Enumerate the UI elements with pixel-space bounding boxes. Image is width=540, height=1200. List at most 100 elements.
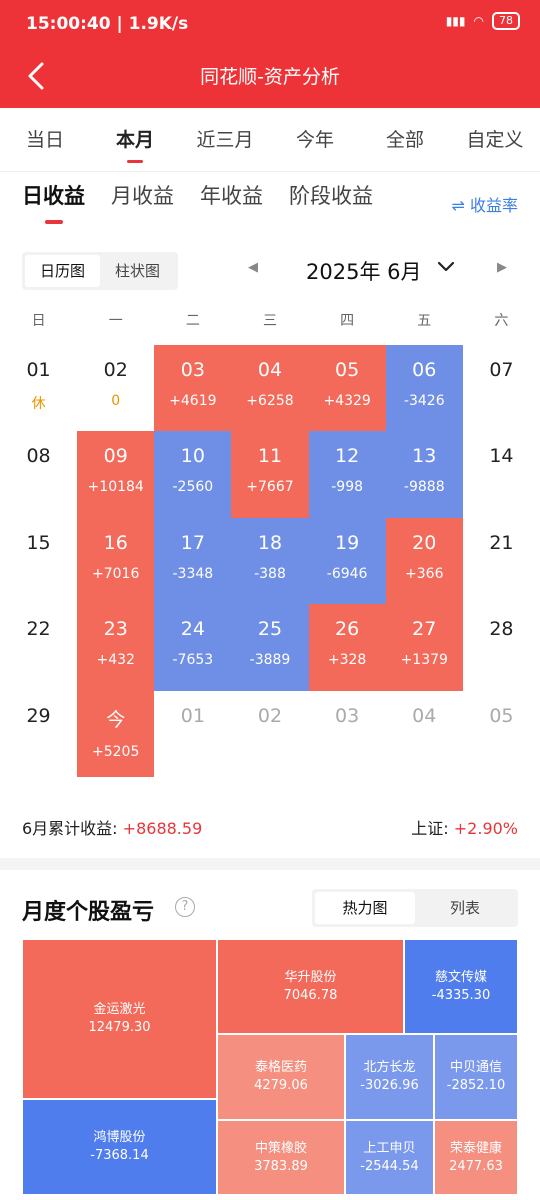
battery-icon: 78 bbox=[492, 12, 520, 30]
calendar-day[interactable]: 06 -3426 bbox=[385, 345, 463, 432]
day-number: 02 bbox=[257, 704, 283, 727]
calendar-day[interactable]: 13 -9888 bbox=[385, 431, 463, 518]
stock-profit: 12479.30 bbox=[88, 1020, 151, 1035]
calendar-grid: 01 休 02 0 03 +4619 04 +6258 05 +4329 06 -3426 07 08 09… bbox=[0, 345, 540, 777]
treemap-tile[interactable]: 华升股份 7046.78 bbox=[217, 939, 404, 1034]
treemap-tile[interactable]: 中策橡胶 3783.89 bbox=[217, 1120, 345, 1195]
calendar-day[interactable]: 02 0 bbox=[77, 345, 154, 431]
calendar-day[interactable]: 07 bbox=[463, 345, 540, 431]
calendar-day[interactable]: 26 +328 bbox=[308, 604, 386, 691]
treemap-tile[interactable]: 鸿博股份 -7368.14 bbox=[22, 1099, 217, 1195]
tab-custom[interactable]: 自定义 bbox=[466, 129, 524, 151]
status-bar-time: 15:00:40 | 1.9K/s bbox=[26, 14, 189, 34]
calendar-day[interactable]: 25 -3889 bbox=[231, 604, 309, 691]
calendar-day[interactable]: 04 bbox=[386, 691, 463, 777]
calendar-day[interactable]: 12 -998 bbox=[308, 431, 386, 518]
help-icon[interactable]: ? bbox=[175, 897, 195, 917]
day-profit: +328 bbox=[327, 652, 367, 669]
day-profit: -3348 bbox=[172, 565, 214, 582]
calendar-day[interactable]: 01 bbox=[154, 691, 231, 777]
calendar-day[interactable]: 22 bbox=[0, 604, 77, 690]
signal-icon: ▮▮▮ bbox=[445, 14, 466, 28]
calendar-day[interactable]: 29 bbox=[0, 691, 77, 777]
calendar-day[interactable]: 09 +10184 bbox=[77, 431, 155, 518]
day-number: 17 bbox=[180, 531, 205, 554]
calendar-day[interactable]: 01 休 bbox=[0, 345, 77, 431]
month-summary: 6月累计收益: +8688.59 上证: +2.90% bbox=[22, 815, 518, 839]
calendar-day[interactable]: 28 bbox=[463, 604, 540, 690]
month-total-label: 6月累计收益: bbox=[22, 819, 118, 838]
chevron-down-icon[interactable] bbox=[436, 257, 456, 277]
prev-month-icon[interactable]: ◀ bbox=[248, 260, 258, 275]
calendar-day[interactable]: 14 bbox=[463, 431, 540, 517]
calendar-day[interactable]: 03 bbox=[309, 691, 386, 777]
bar-view-option[interactable]: 柱状图 bbox=[114, 262, 160, 280]
day-number: 今 bbox=[106, 708, 126, 731]
calendar-day[interactable]: 10 -2560 bbox=[154, 431, 232, 518]
period-tabs: 当日 本月 近三月 今年 全部 自定义 bbox=[0, 108, 540, 172]
calendar-day[interactable]: 18 -388 bbox=[231, 517, 309, 605]
day-profit: 0 bbox=[111, 393, 121, 409]
tab-three-months[interactable]: 近三月 bbox=[196, 129, 254, 151]
heatmap-option[interactable]: 热力图 bbox=[315, 892, 415, 924]
treemap-tile[interactable]: 中贝通信 -2852.10 bbox=[434, 1034, 518, 1120]
calendar-day[interactable]: 04 +6258 bbox=[231, 345, 309, 432]
tab-this-month[interactable]: 本月 bbox=[90, 108, 180, 171]
calendar-day[interactable]: 05 +4329 bbox=[308, 345, 386, 432]
calendar-day[interactable]: 11 +7667 bbox=[231, 431, 309, 518]
treemap-tile[interactable]: 金运激光 12479.30 bbox=[22, 939, 217, 1099]
treemap-tile[interactable]: 荣泰健康 2477.63 bbox=[434, 1120, 518, 1195]
back-arrow-icon[interactable] bbox=[22, 58, 52, 94]
calendar-day[interactable]: 23 +432 bbox=[77, 604, 155, 691]
calendar-day[interactable]: 16 +7016 bbox=[77, 517, 155, 605]
treemap-tile[interactable]: 北方长龙 -3026.96 bbox=[345, 1034, 434, 1120]
tab-monthly-earnings[interactable]: 月收益 bbox=[111, 184, 174, 208]
heatmap-toggle: 热力图 列表 bbox=[312, 889, 518, 927]
calendar-day[interactable]: 27 +1379 bbox=[385, 604, 463, 691]
return-rate-button[interactable]: ⇌ 收益率 bbox=[451, 196, 519, 215]
day-profit: -9888 bbox=[403, 479, 445, 496]
day-number: 14 bbox=[489, 445, 514, 468]
stock-name: 华升股份 bbox=[284, 969, 337, 985]
day-profit: -388 bbox=[254, 565, 286, 582]
earnings-tabs: 日收益 月收益 年收益 阶段收益 bbox=[22, 180, 373, 224]
tab-this-year[interactable]: 今年 bbox=[295, 129, 334, 151]
day-number: 04 bbox=[257, 359, 283, 381]
calendar-day[interactable]: 03 +4619 bbox=[154, 345, 232, 432]
tab-today[interactable]: 当日 bbox=[25, 129, 64, 151]
calendar-day[interactable]: 今 +5205 bbox=[77, 690, 155, 777]
weekday-label: 五 bbox=[417, 313, 432, 329]
calendar-day[interactable]: 20 +366 bbox=[385, 517, 463, 605]
calendar-day[interactable]: 05 bbox=[463, 691, 540, 777]
calendar-day[interactable]: 17 -3348 bbox=[154, 517, 232, 605]
day-number: 29 bbox=[26, 704, 51, 727]
tab-yearly-earnings[interactable]: 年收益 bbox=[200, 184, 263, 208]
calendar-view-option[interactable]: 日历图 bbox=[25, 255, 100, 287]
day-number: 02 bbox=[103, 359, 128, 381]
stock-profit: 4279.06 bbox=[254, 1078, 308, 1093]
calendar-day[interactable]: 15 bbox=[0, 518, 77, 604]
day-number: 03 bbox=[180, 359, 205, 381]
next-month-icon[interactable]: ▶ bbox=[497, 260, 507, 275]
app-header: 15:00:40 | 1.9K/s ▮▮▮ ◠ 78 同花顺-资产分析 bbox=[0, 0, 540, 108]
day-profit: -3426 bbox=[403, 393, 445, 409]
list-option[interactable]: 列表 bbox=[449, 899, 480, 917]
day-number: 03 bbox=[335, 704, 360, 727]
calendar-day[interactable]: 21 bbox=[463, 518, 540, 604]
day-number: 24 bbox=[180, 618, 205, 641]
tab-daily-earnings[interactable]: 日收益 bbox=[22, 180, 85, 224]
month-total-value: +8688.59 bbox=[122, 819, 203, 838]
calendar-day[interactable]: 08 bbox=[0, 431, 77, 517]
day-profit: +10184 bbox=[87, 479, 144, 496]
tab-all[interactable]: 全部 bbox=[385, 129, 424, 151]
calendar-day[interactable]: 19 -6946 bbox=[308, 517, 386, 605]
calendar-day[interactable]: 02 bbox=[231, 691, 308, 777]
treemap-tile[interactable]: 慈文传媒 -4335.30 bbox=[404, 939, 518, 1034]
month-selector[interactable]: 2025年 6月 bbox=[306, 260, 422, 284]
weekday-label: 日 bbox=[31, 313, 46, 329]
treemap-tile[interactable]: 泰格医药 4279.06 bbox=[217, 1034, 345, 1120]
treemap-tile[interactable]: 上工申贝 -2544.54 bbox=[345, 1120, 434, 1195]
day-number: 15 bbox=[26, 531, 51, 554]
tab-period-earnings[interactable]: 阶段收益 bbox=[289, 184, 373, 208]
calendar-day[interactable]: 24 -7653 bbox=[154, 604, 232, 691]
